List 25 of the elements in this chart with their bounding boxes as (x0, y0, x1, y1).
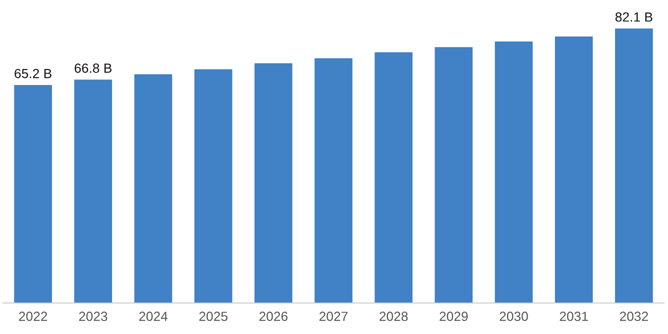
x-tick-label: 2032 (620, 312, 648, 322)
x-tick-label: 2025 (199, 312, 228, 322)
data-label: 82.1 B (615, 12, 652, 22)
bar (434, 47, 473, 303)
x-tick-label: 2023 (79, 312, 108, 322)
bar (494, 41, 533, 303)
x-tick-label: 2028 (380, 312, 408, 322)
data-label: 65.2 B (14, 68, 52, 78)
bar (14, 84, 52, 303)
x-tick-label: 2026 (259, 312, 288, 322)
bar (615, 28, 653, 303)
x-tick-label: 2029 (440, 312, 468, 322)
bar (134, 74, 172, 303)
x-tick-label: 2024 (139, 312, 168, 322)
bar (554, 36, 593, 303)
x-tick-label: 2030 (500, 312, 528, 322)
bar (374, 52, 413, 303)
x-tick-label: 2031 (560, 312, 588, 322)
data-label: 66.8 B (74, 64, 112, 73)
x-tick-label: 2022 (19, 312, 48, 322)
bar (74, 80, 112, 303)
bar (314, 58, 352, 303)
bar (254, 63, 292, 303)
x-tick-label: 2027 (319, 312, 348, 322)
bar (194, 69, 232, 303)
